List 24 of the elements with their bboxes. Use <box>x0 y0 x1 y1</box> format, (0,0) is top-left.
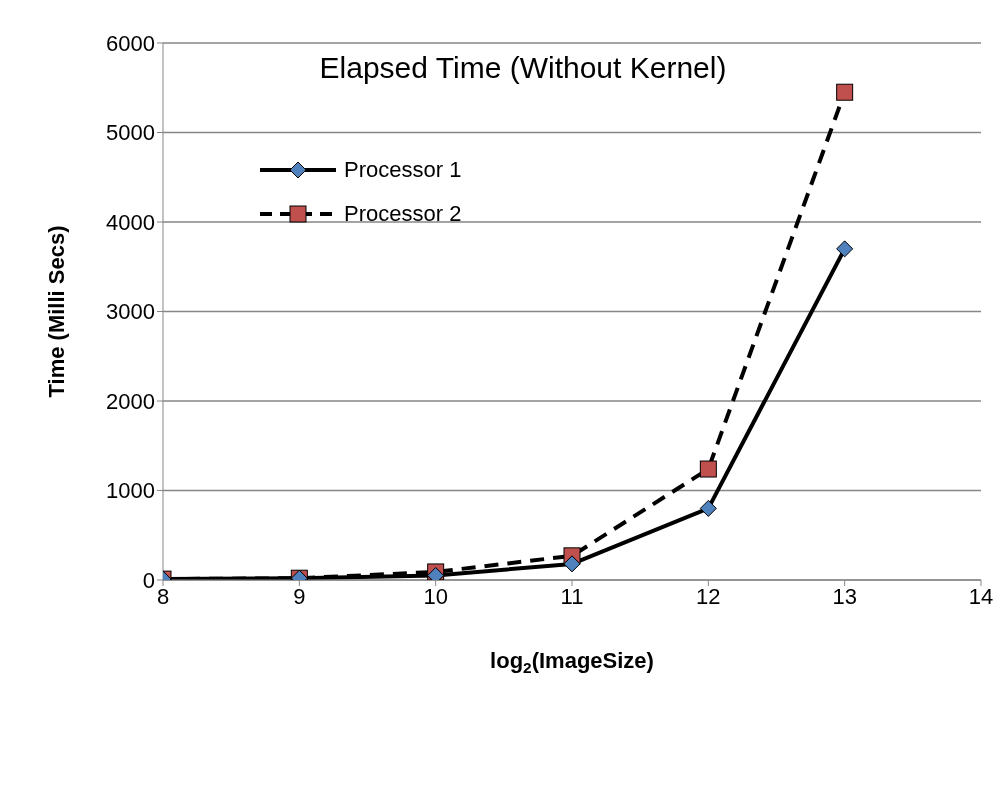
x-tick-label: 14 <box>968 583 994 609</box>
x-tick-label: 8 <box>156 583 170 609</box>
legend-label: Processor 2 <box>344 201 462 227</box>
y-tick-label: 4000 <box>106 209 155 235</box>
x-tick-label: 12 <box>696 583 721 609</box>
x-tick-label: 10 <box>423 583 448 609</box>
x-tick-label: 11 <box>560 583 584 609</box>
x-tick-label: 9 <box>293 583 306 609</box>
legend-label: Processor 1 <box>344 157 462 183</box>
point <box>699 460 717 478</box>
point <box>836 240 854 258</box>
y-axis-title: Time (Milli Secs) <box>43 225 69 398</box>
point <box>836 83 854 101</box>
y-tick-label: 1000 <box>106 478 155 504</box>
x-tick-label: 13 <box>832 583 857 609</box>
y-tick-label: 3000 <box>106 299 155 325</box>
chart-title: Elapsed Time (Without Kernel) <box>319 51 727 84</box>
y-tick-label: 0 <box>142 567 155 593</box>
y-tick-label: 6000 <box>106 30 155 56</box>
point <box>563 555 581 573</box>
point <box>699 499 717 517</box>
y-tick-label: 5000 <box>106 120 155 146</box>
y-tick-label: 2000 <box>106 388 155 414</box>
x-axis-title: log$_{2}$(ImageSize) <box>490 648 654 676</box>
